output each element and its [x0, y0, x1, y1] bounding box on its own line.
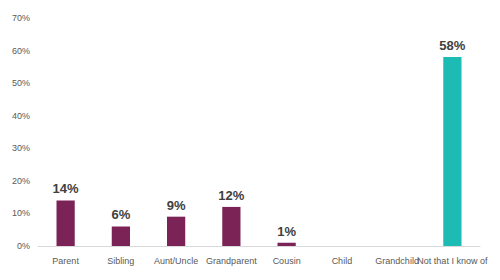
svg-text:Child: Child: [332, 256, 353, 266]
svg-text:60%: 60%: [12, 46, 30, 56]
svg-text:30%: 30%: [12, 143, 30, 153]
svg-text:Aunt/Uncle: Aunt/Uncle: [154, 256, 198, 266]
svg-text:50%: 50%: [12, 78, 30, 88]
svg-text:70%: 70%: [12, 13, 30, 23]
svg-text:12%: 12%: [218, 188, 244, 203]
svg-text:Sibling: Sibling: [107, 256, 134, 266]
svg-text:20%: 20%: [12, 176, 30, 186]
svg-text:Grandchild: Grandchild: [375, 256, 419, 266]
svg-text:Parent: Parent: [52, 256, 79, 266]
svg-text:9%: 9%: [167, 198, 186, 213]
svg-text:40%: 40%: [12, 111, 30, 121]
svg-text:58%: 58%: [439, 38, 465, 53]
svg-text:Grandparent: Grandparent: [206, 256, 257, 266]
svg-text:14%: 14%: [53, 181, 79, 196]
svg-text:1%: 1%: [277, 224, 296, 239]
svg-text:Not that I know of: Not that I know of: [417, 256, 488, 266]
svg-text:Cousin: Cousin: [273, 256, 301, 266]
svg-text:6%: 6%: [111, 207, 130, 222]
svg-text:0%: 0%: [17, 241, 30, 251]
svg-text:10%: 10%: [12, 208, 30, 218]
